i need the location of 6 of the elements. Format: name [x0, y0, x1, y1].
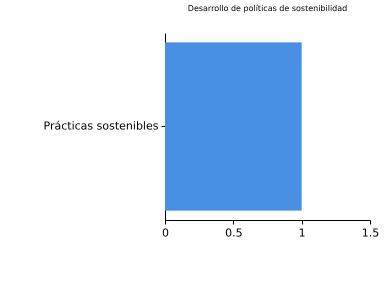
- x-tick-label: 0.5: [225, 226, 243, 240]
- chart-title: Desarrollo de políticas de sostenibilidad: [188, 4, 348, 13]
- x-tick-label: 1: [298, 226, 306, 240]
- y-tick-label: Prácticas sostenibles: [44, 120, 159, 132]
- x-tick-label: 1.5: [362, 226, 380, 240]
- x-tick-label: 0: [162, 226, 169, 240]
